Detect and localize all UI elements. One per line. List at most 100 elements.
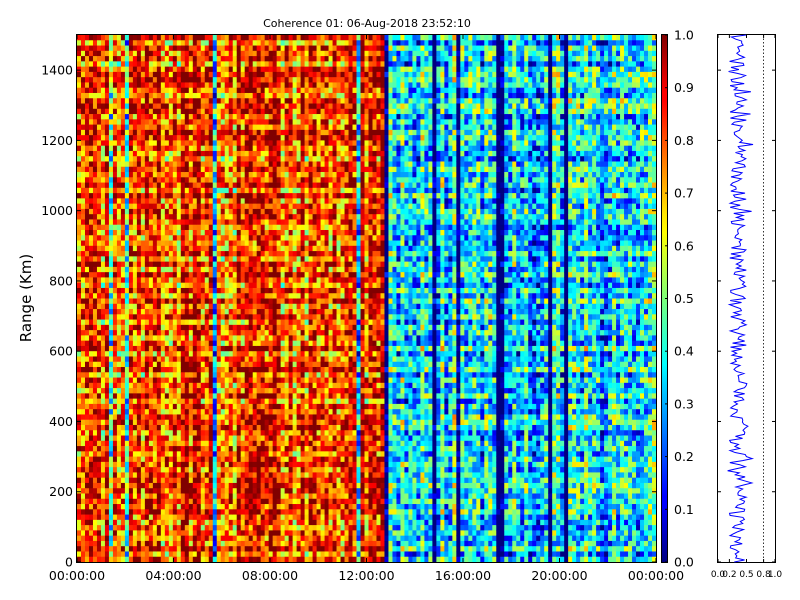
heatmap-cell [164, 277, 170, 284]
heatmap-cell [88, 77, 94, 83]
heatmap-cell [196, 498, 202, 505]
heatmap-cell [148, 335, 154, 342]
heatmap-cell [224, 129, 230, 136]
heatmap-cell [116, 156, 122, 162]
heatmap-cell [96, 446, 102, 452]
heatmap-cell [200, 509, 206, 515]
heatmap-cell [132, 309, 138, 315]
heatmap-cell [100, 182, 106, 189]
heatmap-cell [156, 525, 162, 531]
heatmap-cell [116, 461, 122, 468]
heatmap-cell [272, 66, 277, 73]
heatmap-cell [168, 140, 174, 147]
heatmap-cell [112, 509, 118, 515]
heatmap-cell [188, 87, 194, 94]
heatmap-cell [176, 161, 182, 168]
heatmap-cell [152, 208, 158, 215]
heatmap-cell [188, 319, 194, 326]
heatmap-cell [196, 82, 202, 89]
heatmap-cell [108, 556, 114, 563]
heatmap-cell [152, 256, 158, 262]
heatmap-cell [200, 261, 206, 268]
heatmap-cell [232, 309, 238, 315]
heatmap-cell [104, 87, 110, 94]
heatmap-cell [164, 129, 170, 136]
heatmap-cell [116, 198, 122, 204]
heatmap-cell [188, 203, 194, 210]
heatmap-cell [140, 266, 146, 273]
heatmap-cell [212, 398, 218, 405]
heatmap-cell [156, 229, 162, 236]
heatmap-cell [252, 372, 258, 378]
heatmap-cell [272, 498, 277, 505]
heatmap-cell [216, 372, 222, 378]
heatmap-cell [77, 298, 82, 305]
heatmap-cell [96, 50, 102, 57]
heatmap-cell [112, 56, 118, 62]
heatmap-cell [176, 45, 182, 52]
heatmap-cell [220, 66, 226, 73]
heatmap-cell [232, 277, 238, 284]
heatmap-cell [192, 435, 198, 442]
heatmap-cell [256, 108, 262, 115]
heatmap-cell [196, 35, 202, 41]
heatmap-cell [264, 224, 270, 231]
heatmap-cell [92, 182, 98, 189]
heatmap-cell [136, 409, 142, 415]
heatmap-cell [256, 546, 262, 552]
heatmap-cell [220, 224, 226, 231]
heatmap-cell [212, 298, 218, 305]
heatmap-cell [216, 525, 222, 531]
heatmap-cell [80, 419, 86, 426]
heatmap-cell [216, 282, 222, 289]
heatmap-cell [208, 272, 214, 278]
heatmap-cell [116, 166, 122, 173]
heatmap-cell [132, 382, 138, 389]
heatmap-cell [144, 535, 150, 542]
heatmap-cell [200, 77, 206, 83]
heatmap-cell [156, 40, 162, 46]
heatmap-cell [236, 256, 242, 262]
heatmap-cell [144, 287, 150, 294]
heatmap-cell [84, 509, 90, 515]
heatmap-cell [224, 345, 230, 352]
heatmap-cell [168, 129, 174, 136]
heatmap-cell [248, 382, 254, 389]
heatmap-cell [196, 256, 202, 262]
heatmap-cell [88, 251, 94, 257]
heatmap-cell [236, 514, 242, 521]
heatmap-cell [256, 372, 262, 378]
heatmap-cell [148, 77, 154, 83]
heatmap-cell [256, 446, 262, 452]
heatmap-cell [224, 240, 230, 247]
heatmap-cell [77, 172, 82, 178]
heatmap-cell [124, 488, 130, 494]
heatmap-cell [188, 45, 194, 52]
heatmap-cell [77, 493, 82, 500]
heatmap-cell [168, 403, 174, 410]
heatmap-cell [244, 56, 250, 62]
heatmap-cell [112, 92, 118, 99]
heatmap-cell [132, 172, 138, 178]
heatmap-cell [228, 229, 234, 236]
heatmap-cell [84, 203, 90, 210]
heatmap-cell [96, 488, 102, 494]
heatmap-cell [108, 92, 114, 99]
heatmap-cell [248, 361, 254, 368]
heatmap-cell [216, 219, 222, 226]
heatmap-cell [180, 551, 186, 558]
heatmap-cell [132, 156, 138, 162]
heatmap-cell [144, 182, 150, 189]
heatmap-cell [216, 477, 222, 484]
heatmap-cell [140, 198, 146, 204]
heatmap-cell [112, 266, 118, 273]
heatmap-cell [80, 372, 86, 378]
heatmap-cell [148, 367, 154, 373]
heatmap-cell [208, 103, 214, 110]
heatmap-cell [132, 208, 138, 215]
heatmap-cell [124, 229, 130, 236]
heatmap-cell [180, 145, 186, 152]
heatmap-cell [196, 61, 202, 67]
heatmap-cell [136, 340, 142, 347]
heatmap-cell [268, 525, 274, 531]
